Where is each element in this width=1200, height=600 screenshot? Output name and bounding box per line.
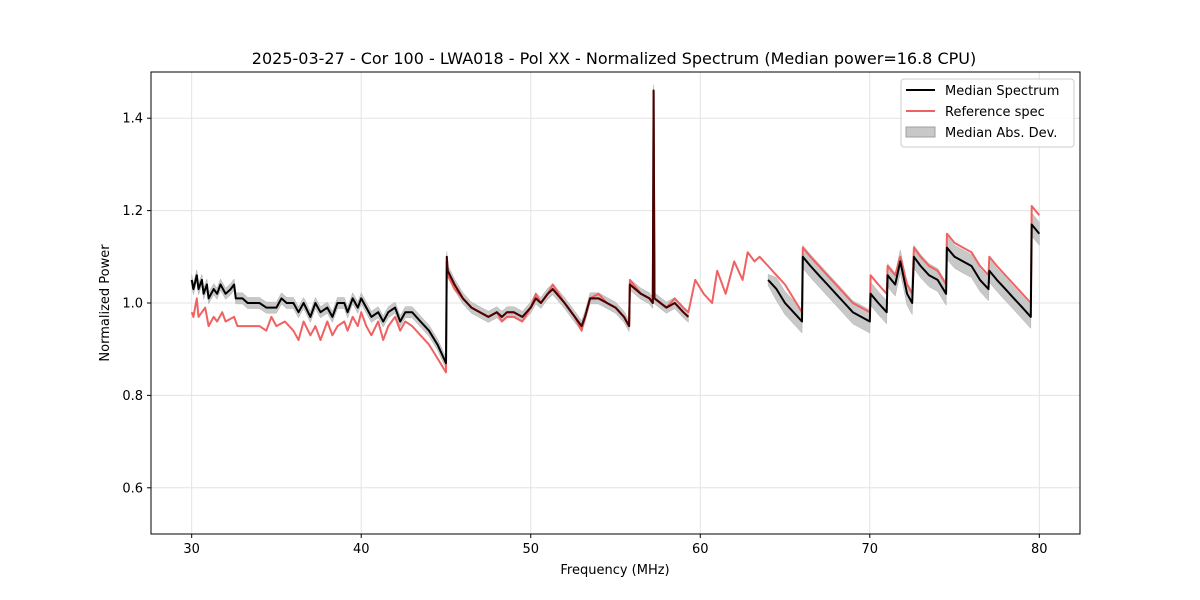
y-tick-label: 1.2 — [122, 204, 143, 219]
y-tick-label: 0.8 — [122, 389, 143, 404]
median-spectrum-line — [767, 223, 1041, 323]
legend: Median Spectrum Reference spec Median Ab… — [900, 78, 1075, 148]
legend-box — [900, 78, 1075, 148]
median-spectrum-line — [190, 89, 690, 365]
x-tick-label: 30 — [183, 542, 200, 557]
x-tick-label: 40 — [353, 542, 370, 557]
y-tick-label: 1.0 — [122, 297, 143, 312]
x-tick-label: 70 — [862, 542, 879, 557]
overlap-line — [445, 89, 690, 328]
mad-band — [191, 84, 689, 369]
axis-ticks: 30 40 50 60 70 80 0.6 0.8 1.0 1.2 1.4 — [122, 112, 1047, 557]
y-tick-label: 0.6 — [122, 481, 143, 496]
x-tick-label: 80 — [1031, 542, 1048, 557]
legend-median-label: Median Spectrum — [945, 84, 1059, 99]
legend-mad-label: Median Abs. Dev. — [945, 126, 1057, 141]
chart-title: 2025-03-27 - Cor 100 - LWA018 - Pol XX -… — [252, 49, 976, 68]
reference-spectrum-line — [190, 177, 1041, 374]
y-tick-label: 1.4 — [122, 112, 143, 127]
legend-mad-swatch — [905, 126, 936, 138]
series-layer — [190, 89, 1041, 374]
legend-reference-label: Reference spec — [945, 105, 1045, 120]
x-tick-label: 60 — [692, 542, 709, 557]
y-axis-label: Normalized Power — [98, 244, 113, 362]
x-axis-label: Frequency (MHz) — [560, 563, 669, 578]
x-tick-label: 50 — [522, 542, 539, 557]
